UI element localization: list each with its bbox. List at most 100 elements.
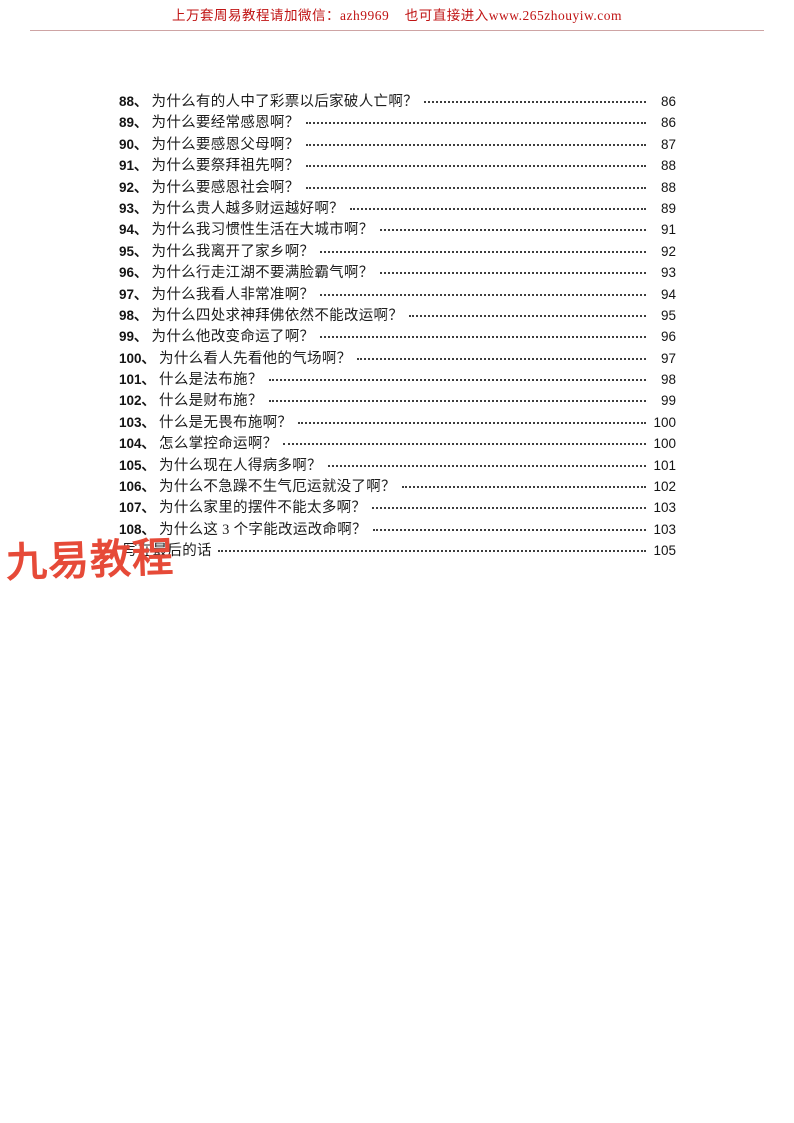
- toc-entry-title: 为什么贵人越多财运越好啊？: [151, 200, 344, 217]
- toc-dotted-leader: [349, 207, 646, 210]
- toc-dotted-leader: [268, 400, 646, 403]
- toc-dotted-leader: [423, 101, 646, 103]
- toc-entry-number: 101、: [119, 372, 156, 388]
- toc-entry[interactable]: 90、 为什么要感恩父母啊？ 87: [119, 133, 676, 154]
- toc-entry-number: 99、: [119, 329, 148, 345]
- toc-entry[interactable]: 89、 为什么要经常感恩啊？ 86: [119, 111, 676, 132]
- toc-entry-title: 怎么掌控命运啊？: [159, 436, 278, 453]
- toc-entry-title: 为什么这 3 个字能改运改命啊？: [159, 521, 367, 538]
- toc-entry-number: 89、: [119, 115, 148, 131]
- toc-entry[interactable]: 99、 为什么他改变命运了啊？ 96: [119, 325, 676, 346]
- toc-entry-title: 为什么家里的摆件不能太多啊？: [159, 500, 367, 517]
- toc-dotted-leader: [327, 464, 646, 467]
- toc-entry-title: 为什么要感恩社会啊？: [151, 179, 300, 196]
- toc-entry-title: 为什么不急躁不生气厄运就没了啊？: [159, 479, 396, 496]
- toc-entry[interactable]: 92、 为什么要感恩社会啊？ 88: [119, 176, 676, 197]
- toc-entry-title: 为什么我看人非常准啊？: [151, 286, 315, 303]
- toc-entry-title: 为什么行走江湖不要满脸霸气啊？: [151, 265, 374, 282]
- toc-entry-number: 97、: [119, 286, 148, 302]
- toc-page-number: 102: [653, 479, 676, 495]
- toc-entry[interactable]: 96、 为什么行走江湖不要满脸霸气啊？ 93: [119, 261, 676, 282]
- toc-page-number: 105: [653, 543, 676, 559]
- header-notice-text: 上万套周易教程请加微信：azh9969 也可直接进入www.265zhouyiw…: [172, 8, 622, 23]
- toc-dotted-leader: [283, 443, 646, 446]
- toc-page-number: 98: [660, 372, 676, 388]
- toc-entry[interactable]: 101、 什么是法布施？ 98: [119, 368, 676, 389]
- toc-entry[interactable]: 108、 为什么这 3 个字能改运改命啊？ 103: [119, 518, 676, 539]
- toc-entry[interactable]: 97、 为什么我看人非常准啊？ 94: [119, 283, 676, 304]
- toc-page-number: 100: [653, 414, 676, 430]
- toc-dotted-leader: [372, 507, 646, 510]
- toc-entry-number: 103、: [119, 414, 156, 430]
- toc-entry-number: 102、: [119, 393, 156, 409]
- toc-entry-title: 为什么要祭拜祖先啊？: [151, 158, 300, 175]
- toc-page-number: 103: [653, 500, 676, 516]
- toc-page-number: 86: [660, 115, 676, 131]
- toc-entry-title: 什么是无畏布施啊？: [159, 414, 293, 431]
- toc-entry[interactable]: 104、 怎么掌控命运啊？ 100: [119, 432, 676, 453]
- toc-entry-title: 为什么看人先看他的气场啊？: [159, 350, 352, 367]
- toc-entry[interactable]: 100、 为什么看人先看他的气场啊？ 97: [119, 347, 676, 368]
- toc-entry[interactable]: 写在最后的话 105: [119, 539, 676, 560]
- toc-page-number: 97: [660, 350, 676, 366]
- toc-dotted-leader: [379, 272, 646, 275]
- toc-entry[interactable]: 93、 为什么贵人越多财运越好啊？ 89: [119, 197, 676, 218]
- toc-page-number: 94: [660, 286, 676, 302]
- toc-page-number: 100: [653, 436, 676, 452]
- toc-dotted-leader: [401, 486, 646, 489]
- toc-entry-number: 100、: [119, 350, 156, 366]
- toc-entry-title: 什么是法布施？: [159, 372, 263, 389]
- toc-page-number: 91: [660, 222, 676, 238]
- toc-dotted-leader: [268, 379, 646, 382]
- toc-page-number: 87: [660, 136, 676, 152]
- toc-entry-number: 104、: [119, 436, 156, 452]
- toc-entry-title: 为什么我离开了家乡啊？: [151, 243, 315, 260]
- toc-entry-number: 88、: [119, 94, 148, 109]
- toc-entry-title: 为什么要感恩父母啊？: [151, 136, 300, 153]
- toc-dotted-leader: [305, 186, 646, 189]
- toc-dotted-leader: [305, 143, 646, 146]
- toc-entry-title: 为什么四处求神拜佛依然不能改运啊？: [151, 307, 404, 324]
- toc-dotted-leader: [409, 314, 646, 317]
- toc-page-number: 86: [660, 94, 676, 109]
- toc-entry-number: 106、: [119, 479, 156, 495]
- toc-entry-number: 91、: [119, 158, 148, 174]
- toc-entry-number: 90、: [119, 136, 148, 152]
- toc-entry-number: 95、: [119, 243, 148, 259]
- toc-entry-title: 为什么有的人中了彩票以后家破人亡啊？: [151, 94, 418, 110]
- toc-entry[interactable]: 102、 什么是财布施？ 99: [119, 389, 676, 410]
- toc-entry[interactable]: 91、 为什么要祭拜祖先啊？ 88: [119, 154, 676, 175]
- toc-dotted-leader: [320, 293, 646, 296]
- toc-entry-number: 98、: [119, 307, 148, 323]
- toc-entry-number: 107、: [119, 500, 156, 516]
- toc-entry[interactable]: 88、 为什么有的人中了彩票以后家破人亡啊？ 86: [119, 90, 676, 111]
- toc-entry[interactable]: 98、 为什么四处求神拜佛依然不能改运啊？ 95: [119, 304, 676, 325]
- toc-page-number: 88: [660, 179, 676, 195]
- toc-entry-number: 105、: [119, 457, 156, 473]
- toc-entry-title: 为什么他改变命运了啊？: [151, 329, 315, 346]
- toc-entry-title: 为什么要经常感恩啊？: [151, 115, 300, 132]
- toc-entry-number: 93、: [119, 200, 148, 216]
- toc-entry-number: 92、: [119, 179, 148, 195]
- toc-entry[interactable]: 95、 为什么我离开了家乡啊？ 92: [119, 240, 676, 261]
- toc-entry[interactable]: 106、 为什么不急躁不生气厄运就没了啊？ 102: [119, 475, 676, 496]
- toc-entry[interactable]: 105、 为什么现在人得病多啊？ 101: [119, 454, 676, 475]
- toc-page-number: 101: [653, 457, 676, 473]
- toc-entry-title: 什么是财布施？: [159, 393, 263, 410]
- toc-page-number: 103: [653, 521, 676, 537]
- toc-entry[interactable]: 103、 什么是无畏布施啊？ 100: [119, 411, 676, 432]
- toc-entry[interactable]: 94、 为什么我习惯性生活在大城市啊？ 91: [119, 218, 676, 239]
- table-of-contents: 88、 为什么有的人中了彩票以后家破人亡啊？ 86 89、 为什么要经常感恩啊？…: [119, 90, 676, 561]
- page-header: 上万套周易教程请加微信：azh9969 也可直接进入www.265zhouyiw…: [30, 7, 764, 31]
- toc-entry-title: 写在最后的话: [123, 543, 212, 560]
- toc-dotted-leader: [320, 336, 646, 339]
- toc-dotted-leader: [305, 122, 646, 125]
- toc-entry[interactable]: 107、 为什么家里的摆件不能太多啊？ 103: [119, 496, 676, 517]
- toc-page-number: 88: [660, 158, 676, 174]
- toc-entry-number: 94、: [119, 222, 148, 238]
- toc-dotted-leader: [372, 528, 646, 531]
- toc-dotted-leader: [298, 421, 646, 424]
- toc-page-number: 95: [660, 307, 676, 323]
- toc-dotted-leader: [379, 229, 646, 232]
